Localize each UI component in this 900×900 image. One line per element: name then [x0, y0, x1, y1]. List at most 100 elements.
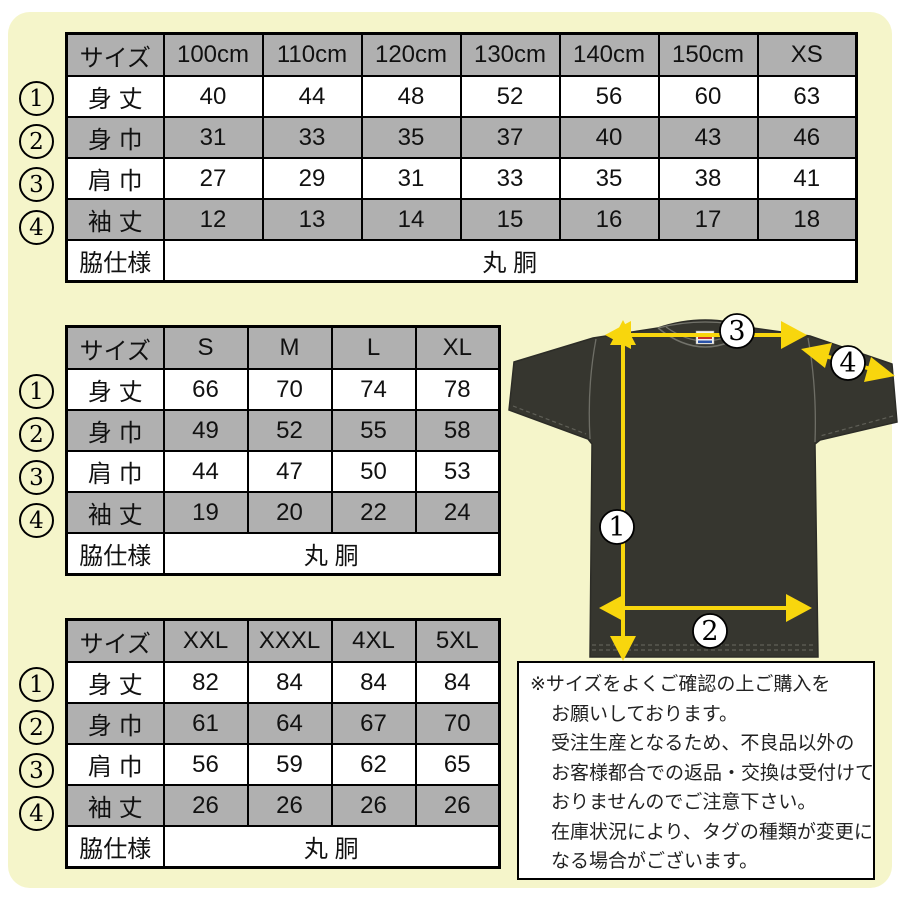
note-line: ※サイズをよくご確認の上ご購入を [530, 674, 831, 695]
value-cell: 52 [246, 409, 333, 452]
row-label-cell: 肩 巾 [65, 157, 165, 200]
size-table: サイズ S M L XL 身 丈 66 70 74 78 身 巾 49 52 55 58 肩 巾 44 47 50 5… [65, 325, 501, 576]
value-cell: 14 [360, 198, 462, 241]
value-cell: 38 [657, 157, 759, 200]
column-header-cell: 110cm [261, 32, 363, 77]
value-cell: 37 [459, 116, 561, 159]
circled-number-4: 4 [19, 210, 54, 245]
circled-number-1: 1 [19, 374, 54, 409]
value-cell: 26 [330, 784, 417, 827]
circled-number-2: 2 [19, 124, 54, 159]
value-cell: 66 [162, 368, 249, 411]
value-cell: 27 [162, 157, 264, 200]
size-header-cell: サイズ [65, 32, 165, 77]
row-label-cell: 袖 丈 [65, 198, 165, 241]
row-label-cell: 肩 巾 [65, 450, 165, 493]
value-cell: 65 [414, 743, 501, 786]
value-cell: 50 [330, 450, 417, 493]
value-cell: 58 [414, 409, 501, 452]
value-cell: 82 [162, 661, 249, 704]
size-table: サイズ XXL XXXL 4XL 5XL 身 丈 82 84 84 84 身 巾 61 64 67 70 肩 … [65, 618, 501, 869]
value-cell: 84 [414, 661, 501, 704]
note-line: おりませんのでご注意下さい。 [551, 792, 817, 813]
marker-circle-4: 4 [830, 345, 866, 381]
svg-text:1: 1 [608, 512, 625, 543]
note-line: お客様都合での返品・交換は受付けて [551, 762, 875, 784]
circled-number-3: 3 [19, 460, 54, 495]
sleeve-seam-left [588, 338, 597, 440]
footer-value-cell: 丸 胴 [162, 532, 501, 576]
marker-circle-3: 3 [719, 313, 755, 349]
circled-number-2: 2 [19, 710, 54, 745]
footer-value-cell: 丸 胴 [162, 825, 501, 869]
value-cell: 60 [657, 75, 759, 118]
value-cell: 59 [246, 743, 333, 786]
value-cell: 26 [414, 784, 501, 827]
value-cell: 47 [246, 450, 333, 493]
column-header-cell: 120cm [360, 32, 462, 77]
tshirt-diagram: 1 2 3 4 [508, 312, 898, 662]
value-cell: 62 [330, 743, 417, 786]
value-cell: 44 [162, 450, 249, 493]
value-cell: 74 [330, 368, 417, 411]
row-label-cell: 身 巾 [65, 409, 165, 452]
value-cell: 15 [459, 198, 561, 241]
value-cell: 26 [246, 784, 333, 827]
value-cell: 46 [756, 116, 858, 159]
note-line: 受注生産となるため、不良品以外の [551, 733, 855, 754]
value-cell: 44 [261, 75, 363, 118]
value-cell: 78 [414, 368, 501, 411]
value-cell: 26 [162, 784, 249, 827]
size-table-adult: 1 2 3 4 サイズ S M L XL 身 丈 66 70 74 78 身 巾 49 52 55 58 肩 巾 44 4… [19, 325, 501, 576]
row-label-cell: 身 丈 [65, 75, 165, 118]
column-header-cell: 140cm [558, 32, 660, 77]
value-cell: 84 [246, 661, 333, 704]
row-label-cell: 身 丈 [65, 661, 165, 704]
value-cell: 67 [330, 702, 417, 745]
value-cell: 22 [330, 491, 417, 534]
column-header-cell: M [246, 325, 333, 370]
value-cell: 33 [459, 157, 561, 200]
value-cell: 40 [162, 75, 264, 118]
value-cell: 35 [360, 116, 462, 159]
value-cell: 41 [756, 157, 858, 200]
value-cell: 20 [246, 491, 333, 534]
value-cell: 43 [657, 116, 759, 159]
note-line: お願いしております。 [551, 703, 738, 725]
value-cell: 35 [558, 157, 660, 200]
column-header-cell: 150cm [657, 32, 759, 77]
column-header-cell: XXL [162, 618, 249, 663]
note-line: 在庫状況により、タグの種類が変更に [551, 821, 873, 843]
footer-label-cell: 脇仕様 [65, 532, 165, 576]
row-label-cell: 肩 巾 [65, 743, 165, 786]
row-label-cell: 身 丈 [65, 368, 165, 411]
circled-number-1: 1 [19, 81, 54, 116]
row-label-cell: 身 巾 [65, 116, 165, 159]
svg-text:2: 2 [701, 616, 718, 647]
circled-number-1: 1 [19, 667, 54, 702]
sleeve-stitch-left [512, 405, 587, 435]
value-cell: 13 [261, 198, 363, 241]
value-cell: 61 [162, 702, 249, 745]
value-cell: 55 [330, 409, 417, 452]
column-header-cell: XS [756, 32, 858, 77]
value-cell: 64 [246, 702, 333, 745]
value-cell: 19 [162, 491, 249, 534]
column-header-cell: 100cm [162, 32, 264, 77]
size-table-kids: 1 2 3 4 サイズ 100cm 110cm 120cm 130cm 140cm 150cm XS 身… [19, 32, 858, 283]
row-label-cell: 身 巾 [65, 702, 165, 745]
value-cell: 31 [162, 116, 264, 159]
value-cell: 18 [756, 198, 858, 241]
value-cell: 49 [162, 409, 249, 452]
circled-number-3: 3 [19, 167, 54, 202]
sleeve-stitch-right [819, 415, 894, 437]
circled-number-4: 4 [19, 503, 54, 538]
size-table-big: 1 2 3 4 サイズ XXL XXXL 4XL 5XL 身 丈 82 84 84 84 身 巾 61 64 67… [19, 618, 501, 869]
svg-text:4: 4 [839, 348, 856, 379]
row-label-cell: 袖 丈 [65, 784, 165, 827]
note-line: なる場合がございます。 [551, 851, 759, 872]
circled-number-2: 2 [19, 417, 54, 452]
circled-number-3: 3 [19, 753, 54, 788]
column-header-cell: 130cm [459, 32, 561, 77]
